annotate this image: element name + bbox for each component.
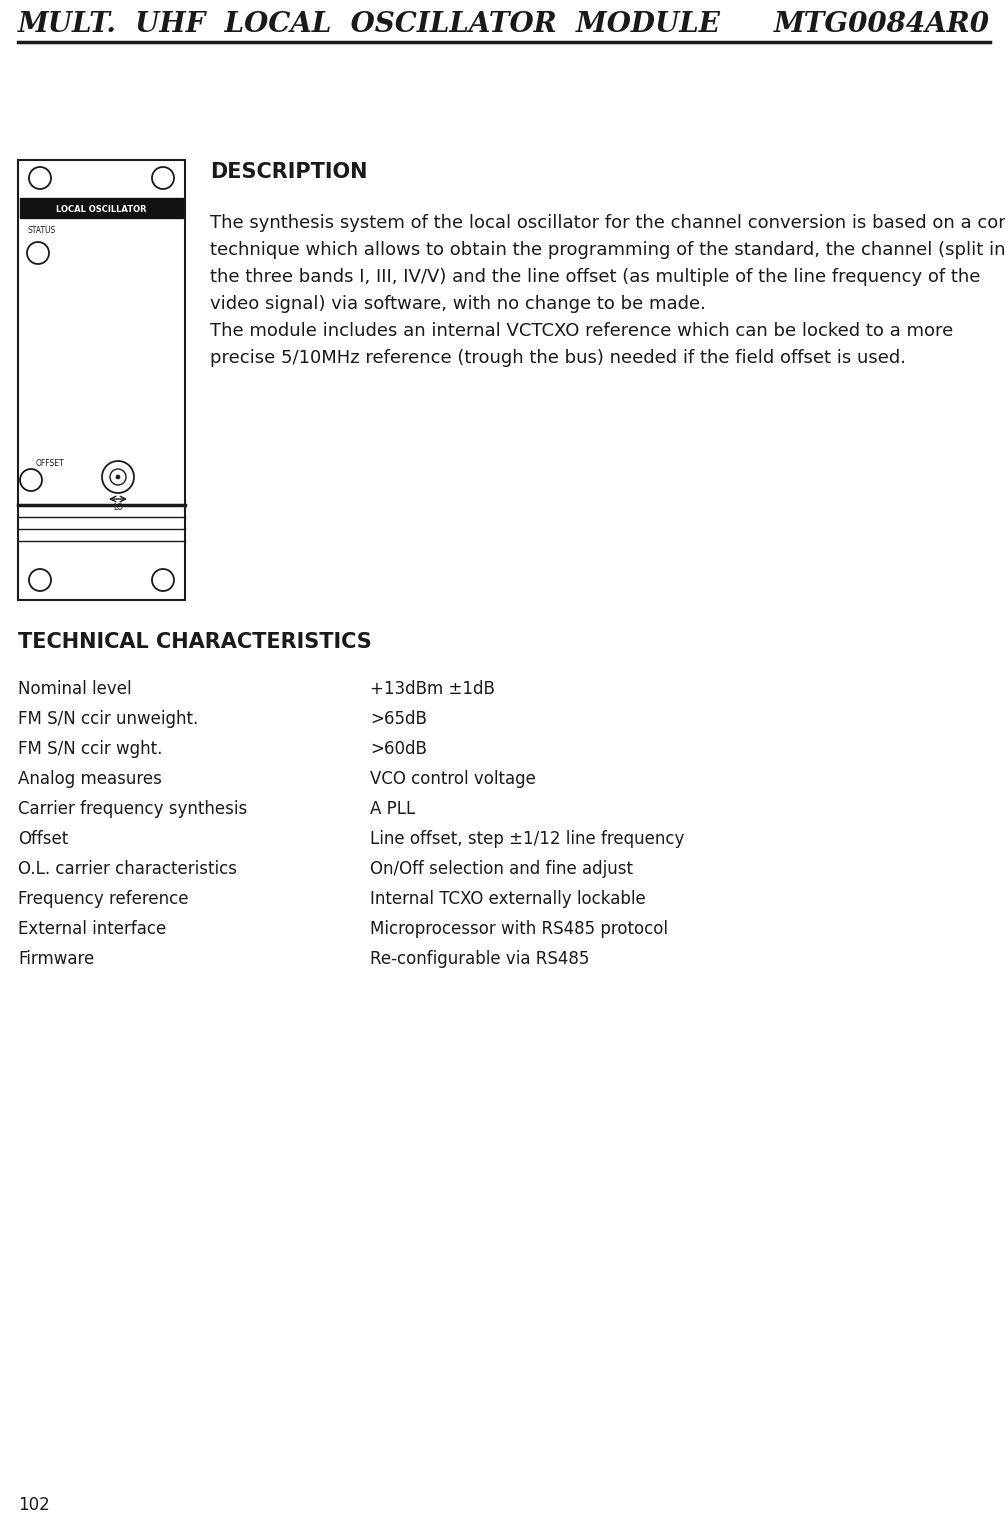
Text: Analog measures: Analog measures [18, 770, 162, 788]
Text: Internal TCXO externally lockable: Internal TCXO externally lockable [370, 890, 646, 908]
Text: Nominal level: Nominal level [18, 680, 132, 698]
Text: technique which allows to obtain the programming of the standard, the channel (s: technique which allows to obtain the pro… [210, 240, 1005, 259]
Bar [18, 161, 185, 600]
Text: FM S/N ccir wght.: FM S/N ccir wght. [18, 739, 163, 758]
Text: Offset: Offset [18, 830, 68, 848]
Text: LO: LO [113, 504, 123, 511]
Text: 102: 102 [18, 1496, 50, 1514]
Text: Re-configurable via RS485: Re-configurable via RS485 [370, 951, 589, 968]
Text: TECHNICAL CHARACTERISTICS: TECHNICAL CHARACTERISTICS [18, 632, 372, 652]
Text: LOCAL OSCILLATOR: LOCAL OSCILLATOR [56, 205, 147, 213]
Circle shape [116, 475, 120, 479]
Text: On/Off selection and fine adjust: On/Off selection and fine adjust [370, 860, 633, 877]
Text: O.L. carrier characteristics: O.L. carrier characteristics [18, 860, 237, 877]
Text: precise 5/10MHz reference (trough the bus) needed if the field offset is used.: precise 5/10MHz reference (trough the bu… [210, 349, 906, 367]
Text: The module includes an internal VCTCXO reference which can be locked to a more: The module includes an internal VCTCXO r… [210, 322, 954, 340]
Text: +13dBm ±1dB: +13dBm ±1dB [370, 680, 494, 698]
Text: A PLL: A PLL [370, 801, 415, 818]
Text: VCO control voltage: VCO control voltage [370, 770, 536, 788]
Text: FM S/N ccir unweight.: FM S/N ccir unweight. [18, 710, 198, 729]
Text: the three bands I, III, IV/V) and the line offset (as multiple of the line frequ: the three bands I, III, IV/V) and the li… [210, 268, 980, 286]
Text: Frequency reference: Frequency reference [18, 890, 189, 908]
Text: Microprocessor with RS485 protocol: Microprocessor with RS485 protocol [370, 920, 668, 939]
Text: STATUS: STATUS [28, 227, 56, 234]
Text: Line offset, step ±1/12 line frequency: Line offset, step ±1/12 line frequency [370, 830, 684, 848]
Text: Firmware: Firmware [18, 951, 94, 968]
Text: >65dB: >65dB [370, 710, 427, 729]
Text: video signal) via software, with no change to be made.: video signal) via software, with no chan… [210, 295, 706, 312]
Text: Carrier frequency synthesis: Carrier frequency synthesis [18, 801, 247, 818]
Text: >60dB: >60dB [370, 739, 427, 758]
Text: The synthesis system of the local oscillator for the channel conversion is based: The synthesis system of the local oscill… [210, 214, 1005, 233]
Text: MULT.  UHF  LOCAL  OSCILLATOR  MODULE: MULT. UHF LOCAL OSCILLATOR MODULE [18, 11, 721, 38]
Bar [20, 197, 183, 217]
Text: OFFSET: OFFSET [36, 459, 64, 468]
Text: MTG0084AR0: MTG0084AR0 [774, 11, 990, 38]
Text: DESCRIPTION: DESCRIPTION [210, 162, 368, 182]
Text: External interface: External interface [18, 920, 166, 939]
